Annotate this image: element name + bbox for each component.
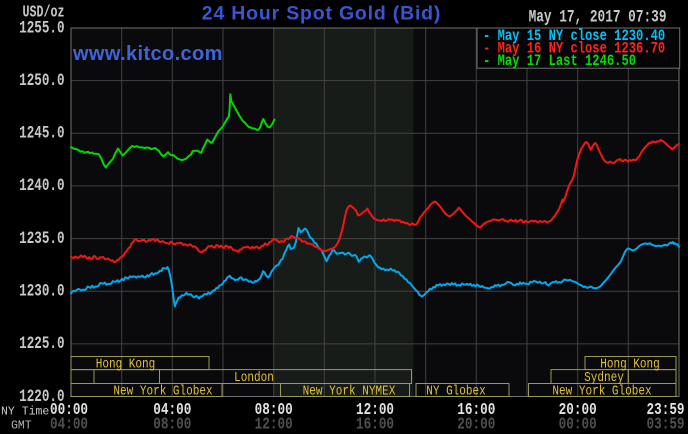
svg-text:16:00: 16:00 [457,401,495,419]
svg-text:1235.0: 1235.0 [19,228,64,249]
svg-text:Hong Kong: Hong Kong [96,356,156,371]
svg-text:1240.0: 1240.0 [19,175,64,196]
svg-text:Sydney: Sydney [584,370,624,385]
svg-text:1220.0: 1220.0 [19,386,64,407]
svg-text:- May 16 NY close 1236.70: - May 16 NY close 1236.70 [483,40,665,58]
svg-text:16:00: 16:00 [356,416,394,434]
svg-text:24 Hour Spot Gold (Bid): 24 Hour Spot Gold (Bid) [202,3,441,25]
svg-text:20:00: 20:00 [457,416,495,434]
svg-text:00:00: 00:00 [50,401,88,419]
svg-text:New York NYMEX: New York NYMEX [303,383,396,398]
svg-text:12:00: 12:00 [356,401,394,419]
svg-text:USD/oz: USD/oz [23,4,65,22]
svg-text:1255.0: 1255.0 [19,17,64,38]
svg-text:12:00: 12:00 [255,416,293,434]
svg-text:- May 15 NY close 1230.40: - May 15 NY close 1230.40 [483,28,665,46]
svg-text:NY Time: NY Time [1,406,49,419]
svg-text:New York Globex: New York Globex [113,383,212,398]
svg-text:1245.0: 1245.0 [19,123,64,144]
svg-text:08:00: 08:00 [255,401,293,419]
svg-text:www.kitco.com: www.kitco.com [72,43,223,65]
svg-text:GMT: GMT [11,420,32,433]
svg-text:NY Globex: NY Globex [426,383,486,398]
svg-text:23:59: 23:59 [646,401,684,419]
svg-text:08:00: 08:00 [153,416,191,434]
svg-text:20:00: 20:00 [559,401,597,419]
svg-text:New York Globex: New York Globex [552,383,651,398]
svg-text:04:00: 04:00 [153,401,191,419]
svg-text:1225.0: 1225.0 [19,333,64,354]
svg-text:1230.0: 1230.0 [19,281,64,302]
svg-text:04:00: 04:00 [50,416,88,434]
svg-text:Hong Kong: Hong Kong [600,356,660,371]
svg-text:- May 17 Last 1246.50: - May 17 Last 1246.50 [483,53,636,71]
svg-text:May 17, 2017 07:39: May 17, 2017 07:39 [529,7,667,28]
svg-text:03:59: 03:59 [646,416,684,434]
svg-text:00:00: 00:00 [559,416,597,434]
svg-text:1250.0: 1250.0 [19,70,64,91]
svg-text:London: London [234,370,274,385]
